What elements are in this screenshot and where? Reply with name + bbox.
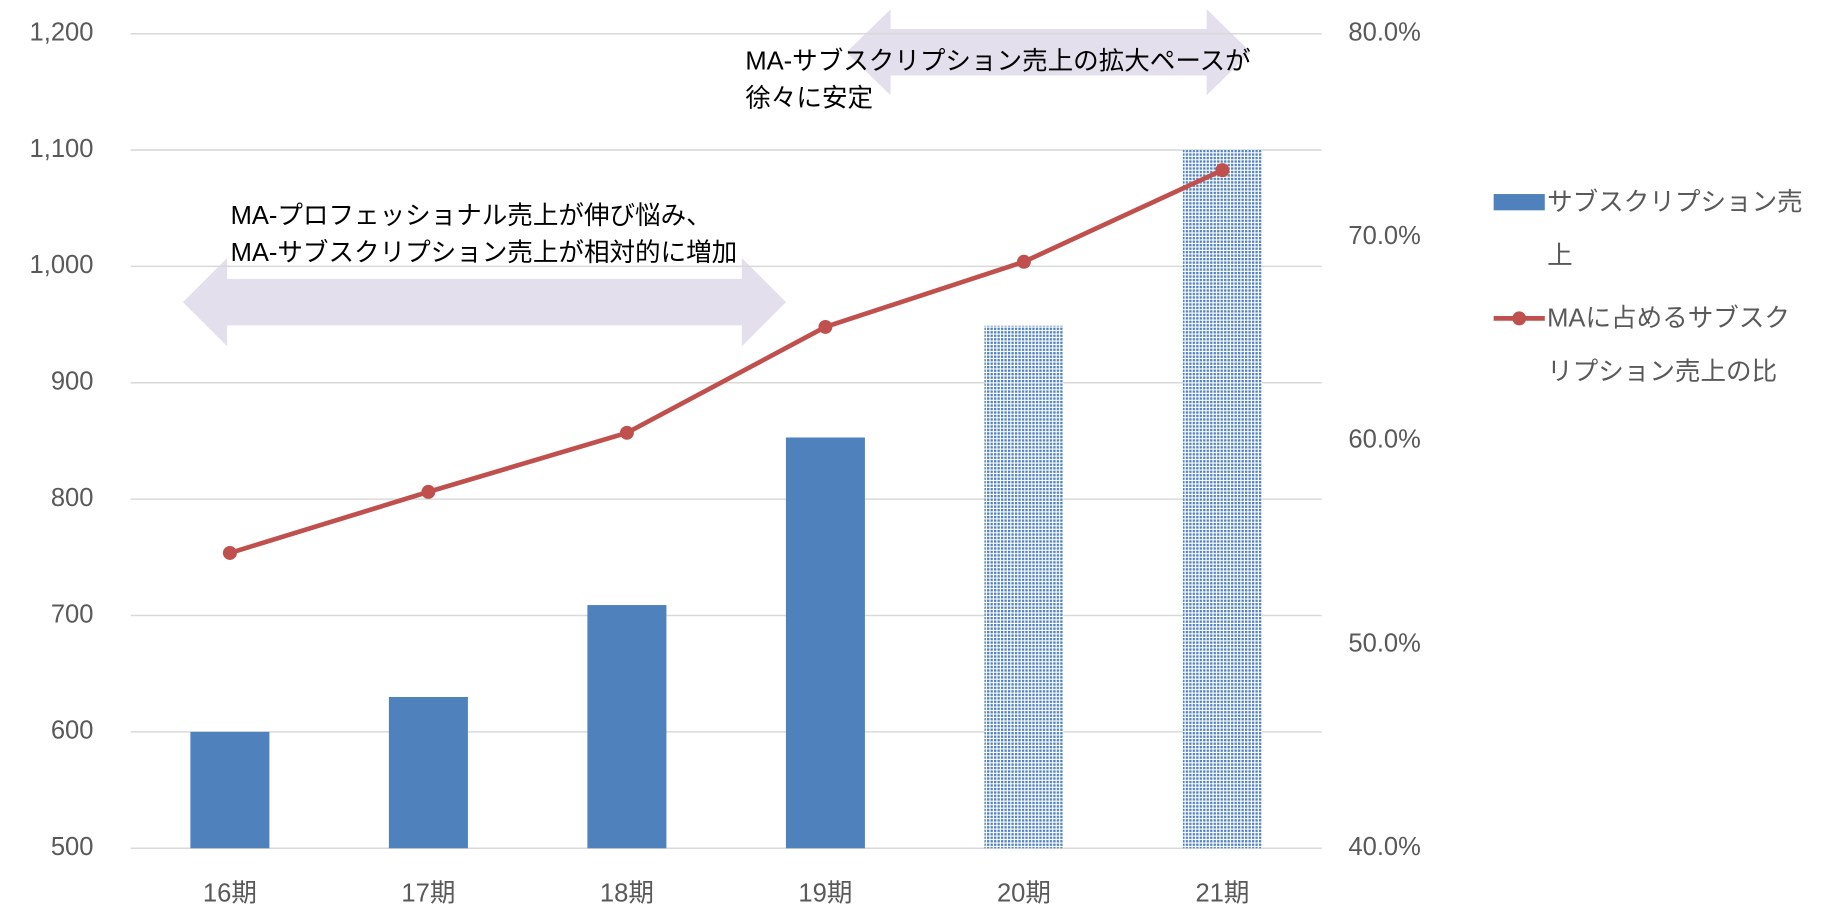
y-tick-label: 800 [51,484,94,512]
y2-tick-label: 40.0% [1348,833,1420,861]
bar [587,605,667,849]
y-tick-label: 1,000 [30,251,94,279]
y-tick-label: 600 [51,717,94,745]
bar [190,731,270,849]
legend-entry: MAに占めるサブスクリプション売上の比率 [1547,303,1790,386]
bar [1182,150,1262,849]
line-point [421,484,436,499]
x-tick-label: 19期 [798,879,852,907]
y-tick-label: 900 [51,368,94,396]
x-tick-label: 20期 [997,879,1051,907]
y2-tick-label: 50.0% [1348,629,1420,657]
line-point [1215,163,1230,178]
x-tick-label: 16期 [203,879,257,907]
y-tick-label: 1,100 [30,135,94,163]
bar [785,437,865,849]
annotation: MA-サブスクリプション売上が相対的に増加 [231,239,738,267]
line-point [222,546,237,560]
x-tick-label: 17期 [401,879,455,907]
y2-tick-label: 80.0% [1348,18,1420,46]
y-tick-label: 700 [51,600,94,628]
legend-label: サブスクリプション売上 [1547,187,1803,270]
line-point [1016,254,1031,269]
y-tick-label: 500 [51,833,94,861]
x-tick-label: 21期 [1195,879,1249,907]
annotation: MA-サブスクリプション売上の拡大ペースが [745,47,1250,75]
arrow [846,9,1251,96]
y2-tick-label: 70.0% [1348,222,1420,250]
x-tick-label: 18期 [600,879,654,907]
line-point [619,425,634,440]
legend-entry: サブスクリプション売上 [1547,187,1803,270]
annotation: MA-プロフェッショナル売上が伸び悩み、 [231,202,712,230]
arrow [182,257,787,347]
annotation: 徐々に安定 [745,85,873,113]
legend-swatch [1512,311,1527,326]
bar [984,325,1064,849]
y-tick-label: 1,200 [30,18,94,46]
line [229,168,1224,556]
bar [388,696,468,849]
legend-swatch [1493,194,1545,211]
line-point [818,319,833,334]
y2-tick-label: 60.0% [1348,426,1420,454]
legend-label: MAに占めるサブスクリプション売上の比率 [1547,303,1790,386]
